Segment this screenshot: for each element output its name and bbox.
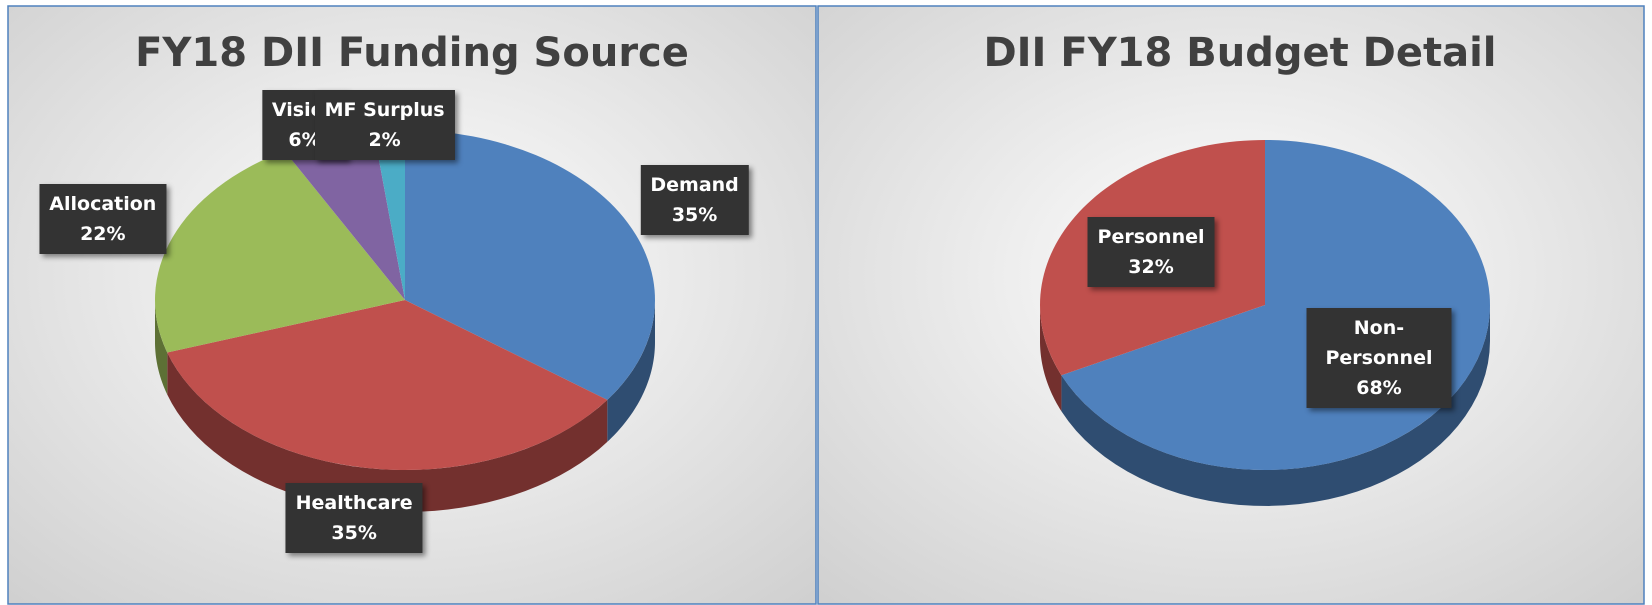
data-label: Allocation 22% bbox=[39, 183, 167, 254]
label-value: 68% bbox=[1356, 377, 1402, 400]
label-category: MF Surplus bbox=[324, 99, 445, 121]
label-category: Allocation bbox=[49, 192, 157, 215]
label-category: Non-Personnel bbox=[1325, 317, 1433, 370]
pie-slice-side bbox=[607, 300, 655, 442]
pie-slice bbox=[154, 151, 405, 353]
data-label: MF Surplus 2% bbox=[314, 90, 455, 160]
label-category: Demand bbox=[650, 173, 739, 196]
label-value: 35% bbox=[331, 522, 377, 545]
pie-slice-side bbox=[1061, 305, 1490, 506]
pie-slice-side bbox=[1040, 305, 1062, 412]
label-value: 35% bbox=[671, 203, 718, 226]
label-value: 32% bbox=[1128, 255, 1174, 278]
chart-title: FY18 DII Funding Source bbox=[135, 30, 689, 76]
label-category: Healthcare bbox=[295, 492, 413, 515]
data-label: Healthcare 35% bbox=[285, 483, 423, 554]
label-value: 6% bbox=[288, 129, 321, 151]
label-value: 22% bbox=[80, 222, 126, 245]
data-label: Non-Personnel 68% bbox=[1306, 308, 1452, 409]
pie-slice bbox=[284, 131, 405, 300]
data-label: Personnel 32% bbox=[1087, 216, 1215, 287]
pie-slice-side bbox=[155, 300, 168, 395]
pie-slice bbox=[373, 130, 405, 300]
pie-slice bbox=[405, 130, 656, 400]
chart-title: DII FY18 Budget Detail bbox=[983, 30, 1496, 76]
pie-slice-side bbox=[167, 352, 608, 512]
pie-slice bbox=[167, 300, 608, 471]
data-label: Demand 35% bbox=[640, 164, 749, 235]
label-value: 2% bbox=[368, 129, 401, 151]
label-category: Personnel bbox=[1097, 225, 1205, 248]
